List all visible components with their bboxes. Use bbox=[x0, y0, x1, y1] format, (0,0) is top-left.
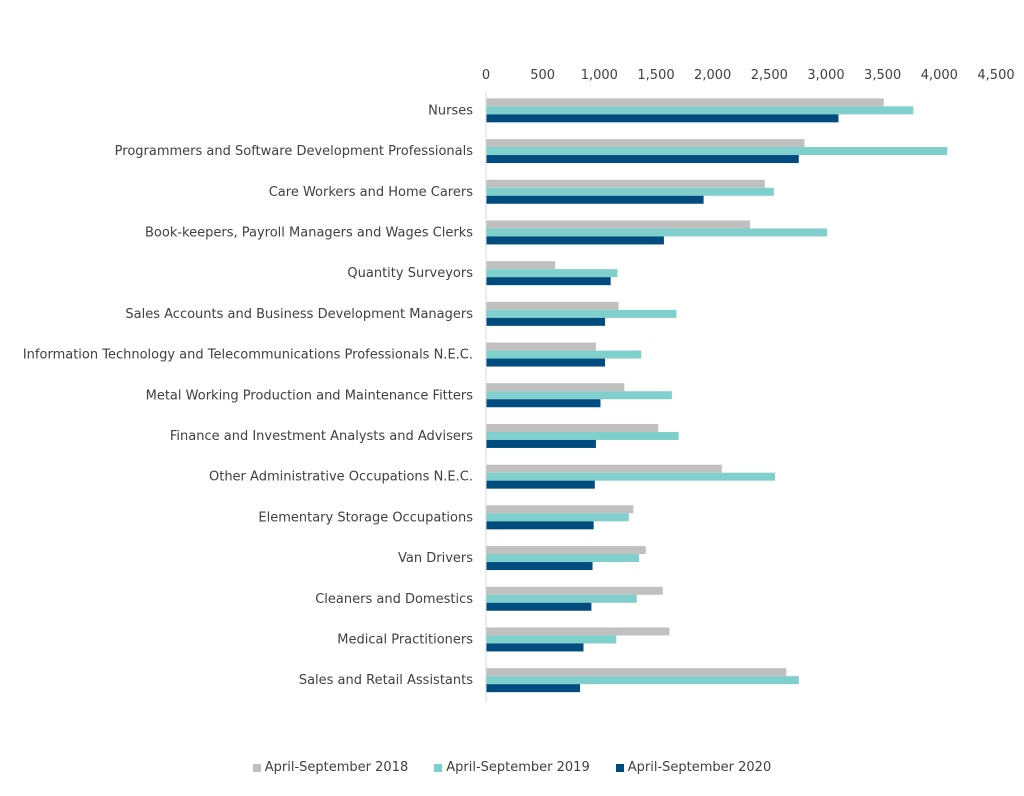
bar bbox=[486, 684, 581, 693]
category-label: Elementary Storage Occupations bbox=[258, 510, 473, 525]
x-tick-label: 4,000 bbox=[921, 68, 958, 83]
x-tick-label: 2,000 bbox=[694, 68, 731, 83]
bar bbox=[486, 195, 704, 204]
x-tick-label: 2,500 bbox=[751, 68, 788, 83]
category-label: Metal Working Production and Maintenance… bbox=[146, 388, 474, 403]
bar bbox=[486, 602, 592, 611]
category-label: Information Technology and Telecommunica… bbox=[23, 348, 473, 363]
category-label: Programmers and Software Development Pro… bbox=[115, 144, 474, 159]
category-label: Sales Accounts and Business Development … bbox=[125, 307, 473, 322]
category-label: Van Drivers bbox=[398, 551, 473, 566]
category-labels: Nurses Programmers and Software Developme… bbox=[23, 103, 473, 688]
bar bbox=[486, 155, 799, 164]
bar bbox=[486, 431, 679, 440]
bar bbox=[486, 114, 839, 123]
bar bbox=[486, 505, 634, 514]
bar bbox=[486, 350, 642, 359]
bar bbox=[486, 399, 601, 408]
bar bbox=[486, 236, 664, 245]
bar bbox=[486, 301, 619, 310]
bar bbox=[486, 521, 594, 530]
legend-swatch bbox=[615, 763, 624, 772]
category-label: Medical Practitioners bbox=[337, 632, 473, 647]
bar bbox=[486, 439, 596, 448]
bar bbox=[486, 586, 663, 595]
category-label: Book-keepers, Payroll Managers and Wages… bbox=[145, 225, 473, 240]
legend-item: April-September 2018 bbox=[252, 760, 409, 775]
category-label: Care Workers and Home Carers bbox=[269, 185, 473, 200]
bar bbox=[486, 391, 672, 400]
bar bbox=[486, 383, 625, 392]
legend-item: April-September 2019 bbox=[434, 760, 590, 775]
bar bbox=[486, 643, 584, 652]
category-label: Quantity Surveyors bbox=[347, 266, 473, 281]
bar bbox=[486, 277, 611, 286]
legend-swatch bbox=[434, 763, 443, 772]
bar bbox=[486, 342, 596, 351]
x-tick-label: 0 bbox=[482, 68, 490, 83]
bar bbox=[486, 627, 670, 636]
legend-item: April-September 2020 bbox=[615, 760, 772, 775]
x-axis-ticks: 0 500 1,000 1,500 2,000 2,500 3,000 3,500 4,000 4… bbox=[482, 68, 1015, 83]
bar bbox=[486, 309, 677, 318]
bar bbox=[486, 513, 629, 522]
x-tick-label: 3,000 bbox=[807, 68, 844, 83]
x-tick-label: 4,500 bbox=[977, 68, 1014, 83]
legend-label: April-September 2018 bbox=[264, 760, 409, 775]
x-tick-label: 1,500 bbox=[637, 68, 674, 83]
legend-label: April-September 2019 bbox=[446, 760, 590, 775]
bar bbox=[486, 269, 618, 278]
x-tick-label: 3,500 bbox=[864, 68, 901, 83]
category-label: Other Administrative Occupations N.E.C. bbox=[209, 470, 473, 485]
category-label: Nurses bbox=[428, 103, 473, 118]
bar bbox=[486, 423, 659, 432]
bar bbox=[486, 147, 948, 156]
x-tick-label: 1,000 bbox=[581, 68, 618, 83]
bar bbox=[486, 676, 799, 685]
legend: April-September 2018 April-September 2019… bbox=[0, 760, 1024, 775]
bars bbox=[486, 98, 948, 693]
bar bbox=[486, 187, 774, 196]
bar bbox=[486, 139, 805, 148]
legend-label: April-September 2020 bbox=[627, 760, 772, 775]
bar bbox=[486, 554, 639, 563]
bar bbox=[486, 106, 914, 115]
bar bbox=[486, 228, 828, 237]
bar bbox=[486, 472, 775, 481]
legend-swatch bbox=[252, 763, 261, 772]
category-label: Sales and Retail Assistants bbox=[299, 673, 473, 688]
bar bbox=[486, 220, 751, 229]
bar bbox=[486, 562, 593, 571]
bar bbox=[486, 546, 646, 555]
bar bbox=[486, 480, 595, 489]
bar bbox=[486, 668, 787, 677]
bar bbox=[486, 635, 617, 644]
category-label: Cleaners and Domestics bbox=[315, 592, 473, 607]
bar bbox=[486, 261, 556, 270]
bar bbox=[486, 317, 605, 326]
category-label: Finance and Investment Analysts and Advi… bbox=[170, 429, 473, 444]
bar bbox=[486, 594, 637, 603]
x-tick-label: 500 bbox=[530, 68, 555, 83]
bar bbox=[486, 464, 722, 473]
bar bbox=[486, 358, 605, 367]
bar bbox=[486, 179, 765, 188]
bar bbox=[486, 98, 884, 107]
